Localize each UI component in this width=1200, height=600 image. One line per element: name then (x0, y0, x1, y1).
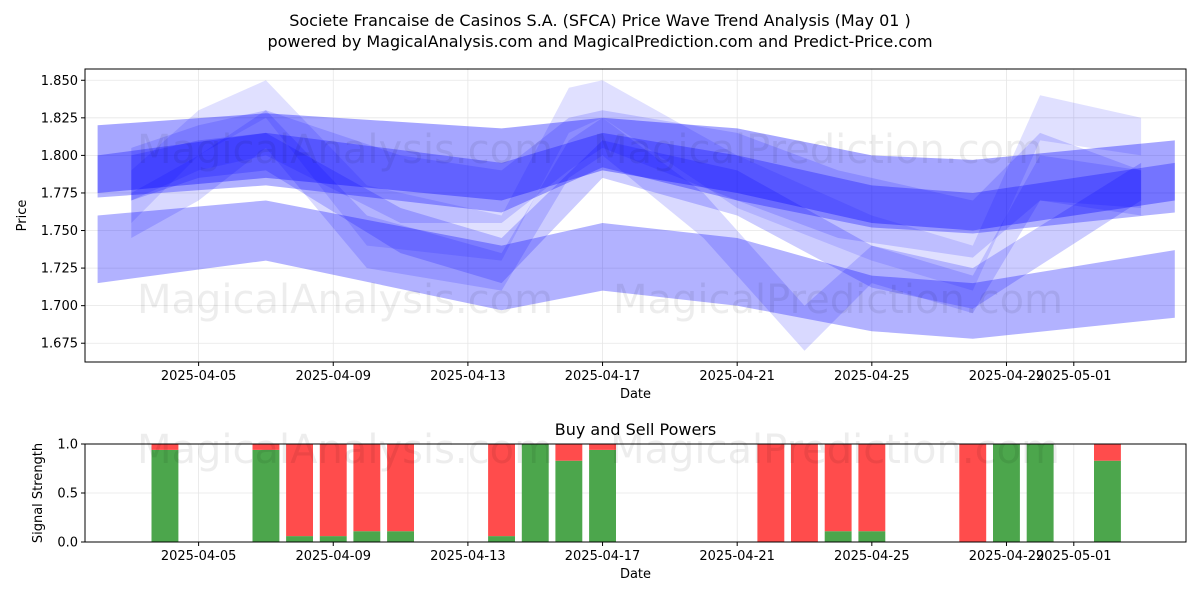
signal-y-tick-label: 0.5 (57, 487, 78, 502)
buy-bar (252, 449, 280, 542)
price-y-axis-label: Price (15, 200, 30, 232)
chart-title: Societe Francaise de Casinos S.A. (SFCA)… (289, 11, 911, 30)
signal-x-tick-label: 2025-04-17 (565, 549, 641, 564)
price-y-tick-label: 1.675 (41, 337, 78, 352)
price-y-tick-label: 1.700 (41, 299, 78, 314)
price-wave-band (131, 110, 1142, 258)
price-y-tick-label: 1.750 (41, 224, 78, 239)
buy-bar (521, 444, 549, 542)
sell-bar (151, 444, 179, 450)
price-bottom-watermark: MagicalAnalysis.com (137, 277, 553, 323)
price-wave-band (131, 110, 1142, 351)
signal-x-axis-label: Date (620, 567, 651, 582)
price-x-tick-label: 2025-04-13 (430, 369, 506, 384)
price-bottom-watermark: MagicalPrediction.com (613, 277, 1063, 323)
price-top-watermark: MagicalAnalysis.com (137, 127, 553, 173)
price-x-tick-label: 2025-04-25 (834, 369, 910, 384)
sell-bar (286, 444, 313, 537)
sell-bar (353, 444, 381, 532)
buy-bar (993, 444, 1020, 542)
price-wave-band (97, 200, 1175, 339)
chart-subtitle: powered by MagicalAnalysis.com and Magic… (267, 32, 932, 51)
sell-bar (488, 444, 515, 537)
sell-bar (1094, 444, 1121, 461)
price-wave-band (97, 113, 1175, 231)
price-y-tick-label: 1.825 (41, 111, 78, 126)
sell-bar (824, 444, 852, 532)
price-top-watermark: MagicalPrediction.com (593, 127, 1043, 173)
price-x-tick-label: 2025-05-01 (1036, 369, 1112, 384)
buy-bar (151, 449, 179, 542)
buy-bar (387, 531, 414, 542)
signal-x-tick-label: 2025-04-25 (834, 549, 910, 564)
signal-watermark: MagicalAnalysis.com (137, 427, 553, 473)
buy-bar (858, 531, 886, 542)
sell-bar (319, 444, 347, 537)
buy-bar (1094, 460, 1121, 542)
buy-bar (589, 449, 616, 542)
price-wave-band (131, 80, 1142, 291)
signal-y-tick-label: 0.0 (57, 536, 78, 551)
buy-bar (286, 536, 313, 542)
buy-bar (353, 531, 381, 542)
price-x-tick-label: 2025-04-21 (699, 369, 775, 384)
signal-bars (151, 444, 1121, 542)
price-plot-frame (84, 68, 1187, 363)
sell-bar (791, 444, 818, 542)
signal-x-tick-label: 2025-05-01 (1036, 549, 1112, 564)
signal-watermark: MagicalPrediction.com (610, 427, 1060, 473)
signal-x-tick-label: 2025-04-21 (699, 549, 775, 564)
price-wave-chart: MagicalAnalysis.com MagicalPrediction.com… (15, 68, 1187, 402)
buy-bar (555, 460, 583, 542)
price-y-tick-label: 1.800 (41, 149, 78, 164)
sell-bar (555, 444, 583, 461)
price-y-tick-label: 1.775 (41, 186, 78, 201)
price-wave-band (97, 132, 1175, 234)
signal-y-axis-label: Signal Strength (31, 443, 46, 543)
price-x-tick-label: 2025-04-05 (161, 369, 237, 384)
price-wave-bands (97, 80, 1175, 351)
signal-x-tick-label: 2025-04-05 (161, 549, 237, 564)
sell-bar (959, 444, 987, 542)
sell-bar (757, 444, 785, 542)
signal-chart-title: Buy and Sell Powers (555, 420, 717, 439)
buy-bar (319, 536, 347, 542)
price-wave-band (131, 132, 1142, 309)
sell-bar (387, 444, 414, 532)
price-x-axis-label: Date (620, 387, 651, 402)
price-x-tick-label: 2025-04-09 (295, 369, 371, 384)
price-x-tick-label: 2025-04-29 (969, 369, 1045, 384)
buy-bar (1026, 444, 1054, 542)
buy-bar (488, 536, 515, 542)
sell-bar (589, 444, 616, 450)
signal-x-tick-label: 2025-04-29 (969, 549, 1045, 564)
signal-x-tick-label: 2025-04-09 (295, 549, 371, 564)
buy-bar (824, 531, 852, 542)
signal-x-tick-label: 2025-04-13 (430, 549, 506, 564)
sell-bar (252, 444, 280, 450)
price-x-tick-label: 2025-04-17 (565, 369, 641, 384)
sell-bar (858, 444, 886, 532)
signal-y-tick-label: 1.0 (57, 438, 78, 453)
price-y-tick-label: 1.725 (41, 262, 78, 277)
price-y-tick-label: 1.850 (41, 74, 78, 89)
